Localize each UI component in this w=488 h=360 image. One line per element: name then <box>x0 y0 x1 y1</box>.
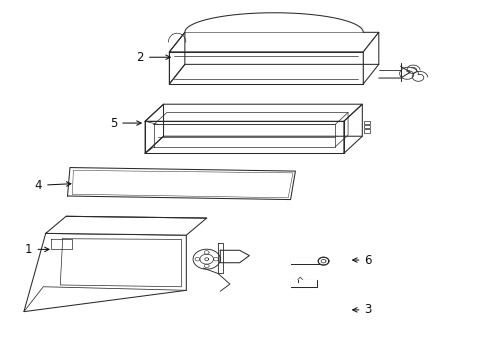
Text: 1: 1 <box>25 243 49 256</box>
Polygon shape <box>169 32 378 52</box>
Circle shape <box>318 257 328 265</box>
Polygon shape <box>145 104 163 153</box>
Polygon shape <box>363 32 378 84</box>
Text: 4: 4 <box>35 179 71 192</box>
Polygon shape <box>145 136 362 153</box>
Bar <box>363 125 369 129</box>
Polygon shape <box>45 216 206 235</box>
Text: 5: 5 <box>110 117 141 130</box>
Bar <box>363 121 369 124</box>
Polygon shape <box>290 280 317 287</box>
Polygon shape <box>67 167 295 199</box>
Polygon shape <box>145 104 362 121</box>
Bar <box>363 130 369 133</box>
Polygon shape <box>169 52 363 84</box>
Polygon shape <box>290 258 322 264</box>
Polygon shape <box>24 233 186 312</box>
Text: 3: 3 <box>352 303 371 316</box>
Polygon shape <box>184 13 378 32</box>
Text: 2: 2 <box>136 51 170 64</box>
Text: 6: 6 <box>352 253 371 266</box>
Polygon shape <box>169 32 184 84</box>
Polygon shape <box>145 121 343 153</box>
Polygon shape <box>343 104 362 153</box>
